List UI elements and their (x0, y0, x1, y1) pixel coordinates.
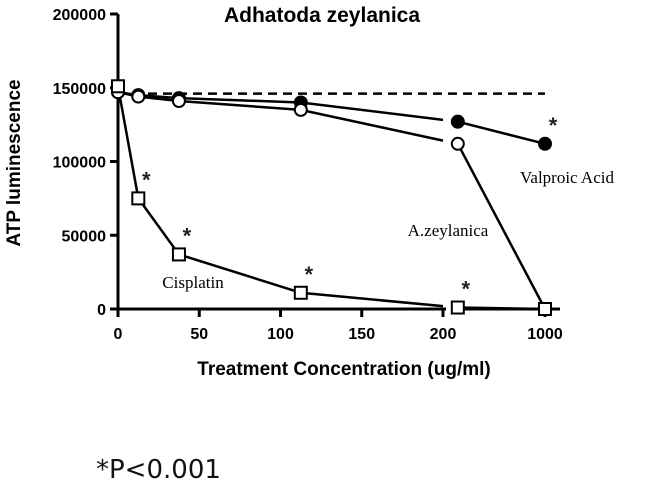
y-tick-label: 100000 (53, 155, 106, 172)
point-cisplatin (171, 247, 186, 262)
point-valproic-acid (538, 136, 552, 151)
x-tick-label: 1000 (527, 326, 563, 343)
axes: 0 50000 100000 150000 200000 0 50 100 150 200 1000 (53, 7, 563, 343)
series-line-valproic-acid (117, 90, 444, 122)
significance-marks: * * * * * (142, 113, 558, 302)
point-cisplatin (111, 79, 125, 94)
x-tick-label: 150 (348, 326, 375, 343)
point-cisplatin (450, 300, 465, 315)
series-label-cisplatin: Cisplatin (162, 273, 224, 292)
x-tick-label: 0 (114, 326, 123, 343)
point-a-zeylanica (131, 89, 146, 104)
footnote: *P<0.001 (96, 455, 221, 485)
y-tick-label: 150000 (53, 81, 106, 98)
series-line-cisplatin-right (457, 306, 546, 311)
significance-star: * (549, 113, 558, 138)
series-label-a-zeylanica: A.zeylanica (408, 221, 489, 240)
x-tick-label: 50 (190, 326, 208, 343)
y-axis-label: ATP luminescence (4, 79, 25, 246)
series-line-a-zeylanica-right (456, 143, 547, 310)
x-axis-label: Treatment Concentration (ug/ml) (197, 359, 490, 380)
series-markers (111, 79, 552, 316)
y-tick-label: 200000 (53, 7, 106, 24)
point-cisplatin (131, 191, 146, 206)
y-tick-label: 50000 (62, 228, 107, 245)
series-label-valproic-acid: Valproic Acid (520, 168, 614, 187)
series-line-a-zeylanica (117, 90, 444, 142)
point-a-zeylanica (171, 94, 186, 109)
y-tick-label: 0 (97, 302, 106, 319)
point-a-zeylanica (450, 136, 465, 151)
point-valproic-acid (450, 114, 465, 129)
chart-title: Adhatoda zeylanica (224, 4, 420, 27)
significance-star: * (142, 167, 151, 192)
significance-star: * (183, 223, 192, 248)
point-a-zeylanica (293, 102, 308, 117)
x-tick-label: 100 (267, 326, 294, 343)
point-cisplatin (293, 285, 308, 300)
x-tick-label: 200 (430, 326, 457, 343)
series-labels: Valproic Acid A.zeylanica Cisplatin (162, 168, 614, 292)
series-line-valproic-acid-right (457, 120, 546, 146)
significance-star: * (305, 262, 314, 287)
point-cisplatin (538, 302, 552, 316)
significance-star: * (462, 277, 471, 302)
